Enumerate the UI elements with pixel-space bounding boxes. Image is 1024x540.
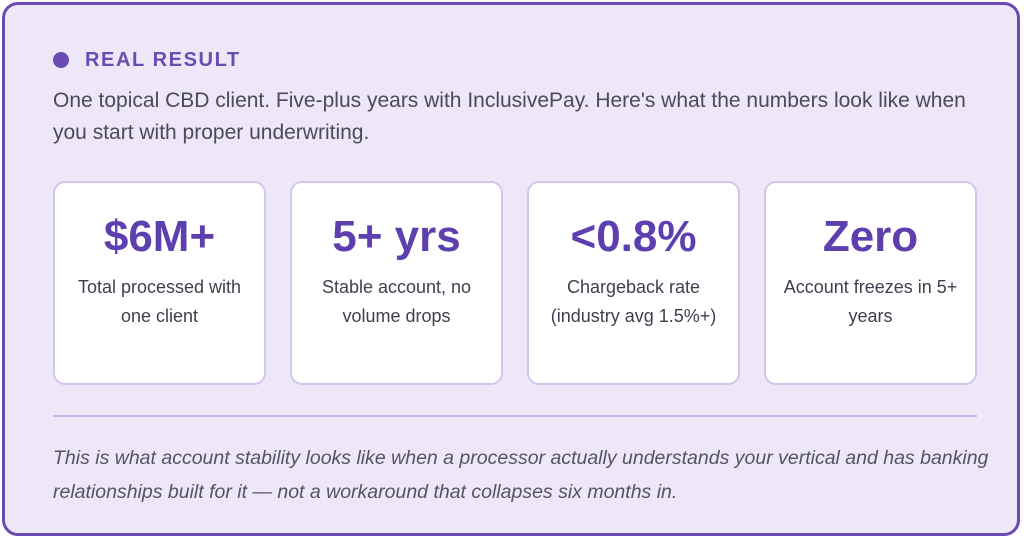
stat-value: 5+ yrs <box>332 212 461 261</box>
stat-card-chargeback-rate: <0.8% Chargeback rate (industry avg 1.5%… <box>527 181 740 385</box>
stat-value: <0.8% <box>570 212 697 261</box>
divider <box>53 415 977 417</box>
stat-label: Account freezes in 5+ years <box>783 277 958 326</box>
stat-label: Chargeback rate (industry avg 1.5%+) <box>550 277 717 326</box>
stat-label: Stable account, no volume drops <box>321 277 472 326</box>
stat-value: Zero <box>822 212 919 261</box>
eyebrow: REAL RESULT <box>53 45 241 75</box>
stats-grid: $6M+ Total processed with one client 5+ … <box>53 181 977 385</box>
eyebrow-label: REAL RESULT <box>85 48 241 71</box>
summary-quote: This is what account stability looks lik… <box>53 447 989 503</box>
bullet-dot-icon <box>53 52 69 68</box>
stat-value: $6M+ <box>103 212 216 261</box>
stat-card-stable-account: 5+ yrs Stable account, no volume drops <box>290 181 503 385</box>
intro-text: One topical CBD client. Five-plus years … <box>53 89 966 144</box>
stat-label: Total processed with one client <box>77 277 242 326</box>
stat-card-total-processed: $6M+ Total processed with one client <box>53 181 266 385</box>
stat-card-account-freezes: Zero Account freezes in 5+ years <box>764 181 977 385</box>
